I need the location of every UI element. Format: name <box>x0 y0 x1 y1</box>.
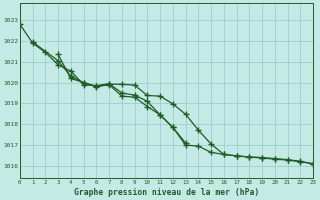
X-axis label: Graphe pression niveau de la mer (hPa): Graphe pression niveau de la mer (hPa) <box>74 188 259 197</box>
